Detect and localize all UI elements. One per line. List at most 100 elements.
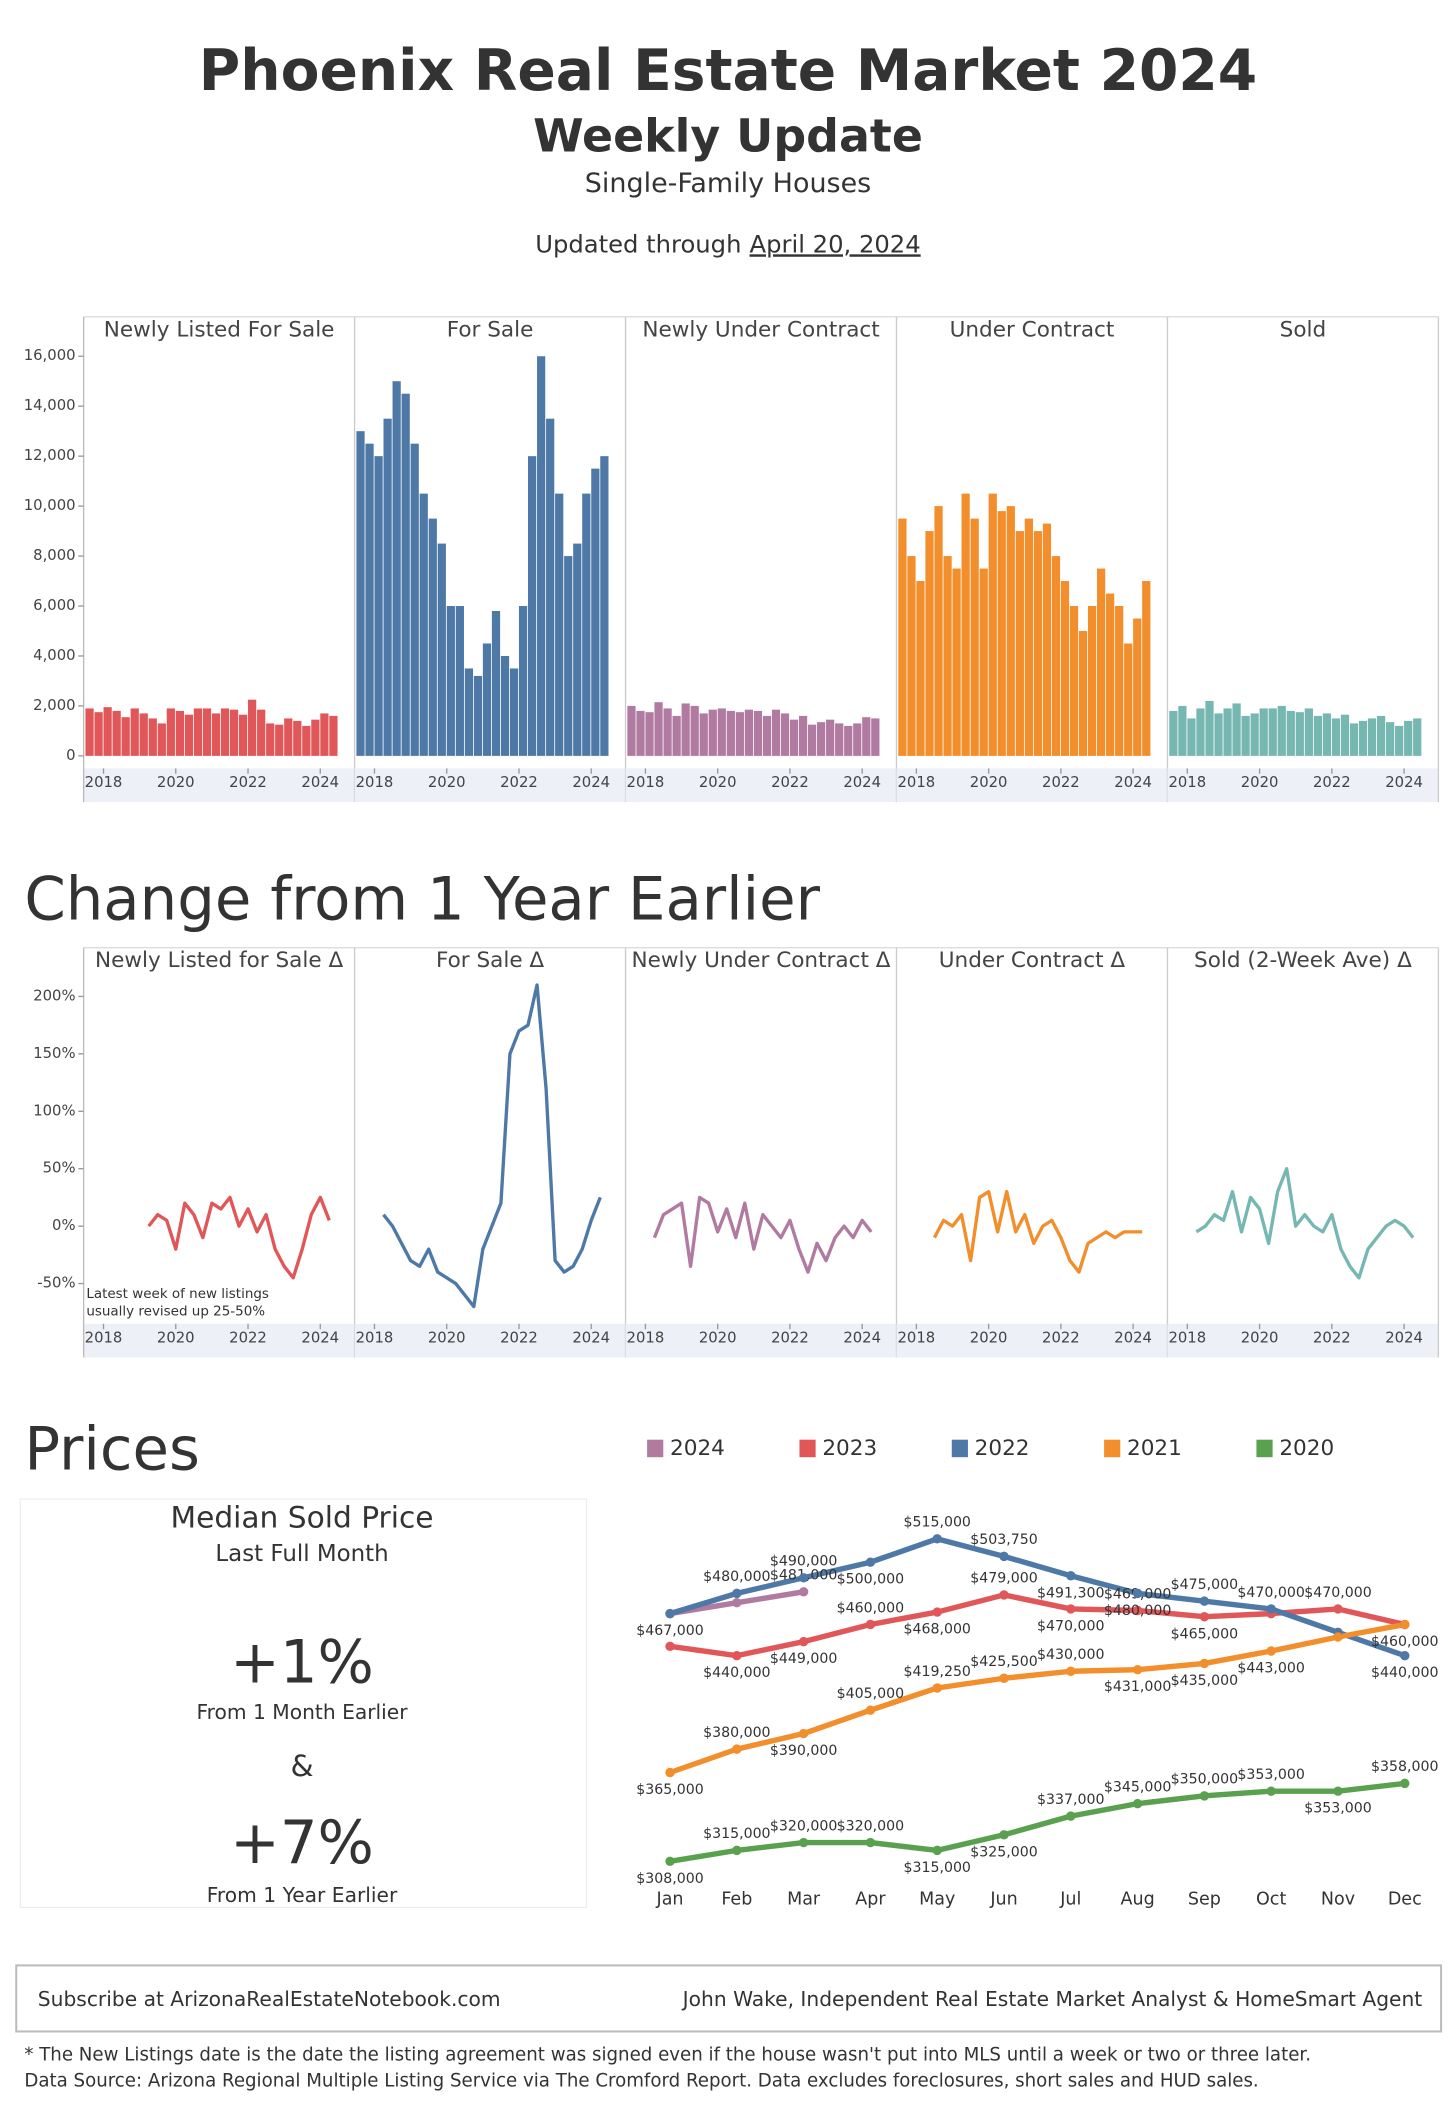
bar [202, 708, 212, 756]
value-label: $353,000 [1304, 1801, 1371, 1817]
bar [645, 712, 654, 756]
panel-title: Newly Listed For Sale [104, 317, 335, 342]
updated-label: Updated through [535, 229, 741, 258]
bar [1376, 715, 1386, 756]
point [1199, 1791, 1210, 1801]
bar [1232, 703, 1241, 756]
point [1199, 1596, 1210, 1606]
value-label: $320,000 [770, 1818, 837, 1834]
bar [555, 493, 564, 756]
value-label: $431,000 [1104, 1679, 1171, 1695]
author: John Wake, Independent Real Estate Marke… [681, 1987, 1423, 2011]
line [669, 1536, 1406, 1659]
value-label: $467,000 [636, 1623, 703, 1639]
annotation: Latest week of new listings [86, 1286, 269, 1302]
x-tick-label: 2018 [1168, 1330, 1206, 1347]
point [732, 1845, 742, 1856]
axis-strip [354, 1323, 626, 1358]
bar [654, 702, 663, 756]
axis-strip [625, 1323, 897, 1358]
updated-date[interactable]: April 20, 2024 [750, 229, 921, 258]
bar [807, 724, 817, 756]
axis-strip [83, 1323, 355, 1358]
bar [564, 556, 573, 756]
axis-strip [1167, 768, 1439, 803]
bar [943, 556, 952, 756]
value-label: $435,000 [1171, 1673, 1238, 1689]
axis-strip [625, 768, 897, 803]
kpi-box [19, 1498, 588, 1909]
bar [1033, 531, 1043, 756]
bar [455, 606, 464, 756]
bar [491, 611, 501, 756]
page-title: Phoenix Real Estate Market 2024 [199, 38, 1257, 104]
bar [383, 418, 392, 756]
bar [500, 655, 510, 756]
bar [573, 543, 582, 756]
bar [1051, 556, 1061, 756]
bar [410, 443, 419, 756]
bar [907, 556, 916, 756]
bar [871, 718, 880, 756]
legend-swatch [1104, 1439, 1121, 1458]
point [1132, 1798, 1143, 1809]
point [665, 1641, 675, 1652]
x-tick-label: Jul [1059, 1889, 1081, 1909]
point [865, 1837, 876, 1848]
bar [780, 713, 790, 756]
point [1266, 1646, 1276, 1656]
value-label: $443,000 [1237, 1661, 1304, 1677]
bar [961, 493, 970, 756]
value-label: $315,000 [903, 1860, 970, 1876]
point [999, 1830, 1009, 1840]
point [1066, 1604, 1076, 1614]
line [1195, 1167, 1415, 1280]
bar [238, 714, 248, 756]
bar [1015, 531, 1024, 756]
legend-label: 2023 [822, 1436, 877, 1461]
footnote: * The New Listings date is the date the … [24, 2045, 1311, 2066]
bar [428, 518, 437, 756]
bar [1386, 722, 1395, 756]
bar [934, 506, 943, 756]
bar [627, 705, 636, 756]
axis-strip [83, 768, 355, 803]
x-tick-label: Aug [1120, 1889, 1154, 1909]
bar [1078, 630, 1088, 756]
bar [275, 724, 284, 756]
kpi-label: From 1 Year Earlier [207, 1883, 398, 1907]
value-label: $475,000 [1171, 1577, 1238, 1593]
bar [464, 668, 474, 756]
value-label: $480,000 [1104, 1603, 1171, 1619]
bar [546, 418, 555, 756]
legend-swatch [647, 1439, 664, 1458]
y-tick-label: 6,000 [33, 597, 75, 614]
panel-title: Under Contract Δ [939, 948, 1126, 973]
value-label: $337,000 [1037, 1792, 1104, 1808]
bar [681, 703, 690, 756]
bar [473, 675, 483, 756]
bar [257, 709, 266, 756]
bar [1042, 523, 1052, 756]
y-tick-label: 100% [33, 1102, 75, 1119]
y-tick-label: 8,000 [33, 547, 75, 564]
x-tick-label: 2024 [301, 774, 339, 791]
x-tick-label: 2020 [428, 1330, 466, 1347]
point [999, 1551, 1009, 1562]
panel-title: For Sale [447, 317, 534, 342]
section-title: Change from 1 Year Earlier [24, 864, 820, 933]
bar [1340, 714, 1350, 756]
y-tick-label: 0 [66, 747, 75, 764]
bar [636, 710, 645, 756]
bar [1268, 708, 1277, 756]
x-tick-label: 2024 [1385, 774, 1423, 791]
bar [121, 717, 130, 756]
x-tick-label: 2018 [85, 1330, 123, 1347]
bar [284, 718, 293, 756]
bar [220, 708, 230, 756]
value-label: $350,000 [1171, 1772, 1238, 1788]
bar [392, 381, 401, 756]
bar [1286, 710, 1295, 756]
x-tick-label: 2022 [1313, 1330, 1351, 1347]
line [652, 1195, 873, 1274]
